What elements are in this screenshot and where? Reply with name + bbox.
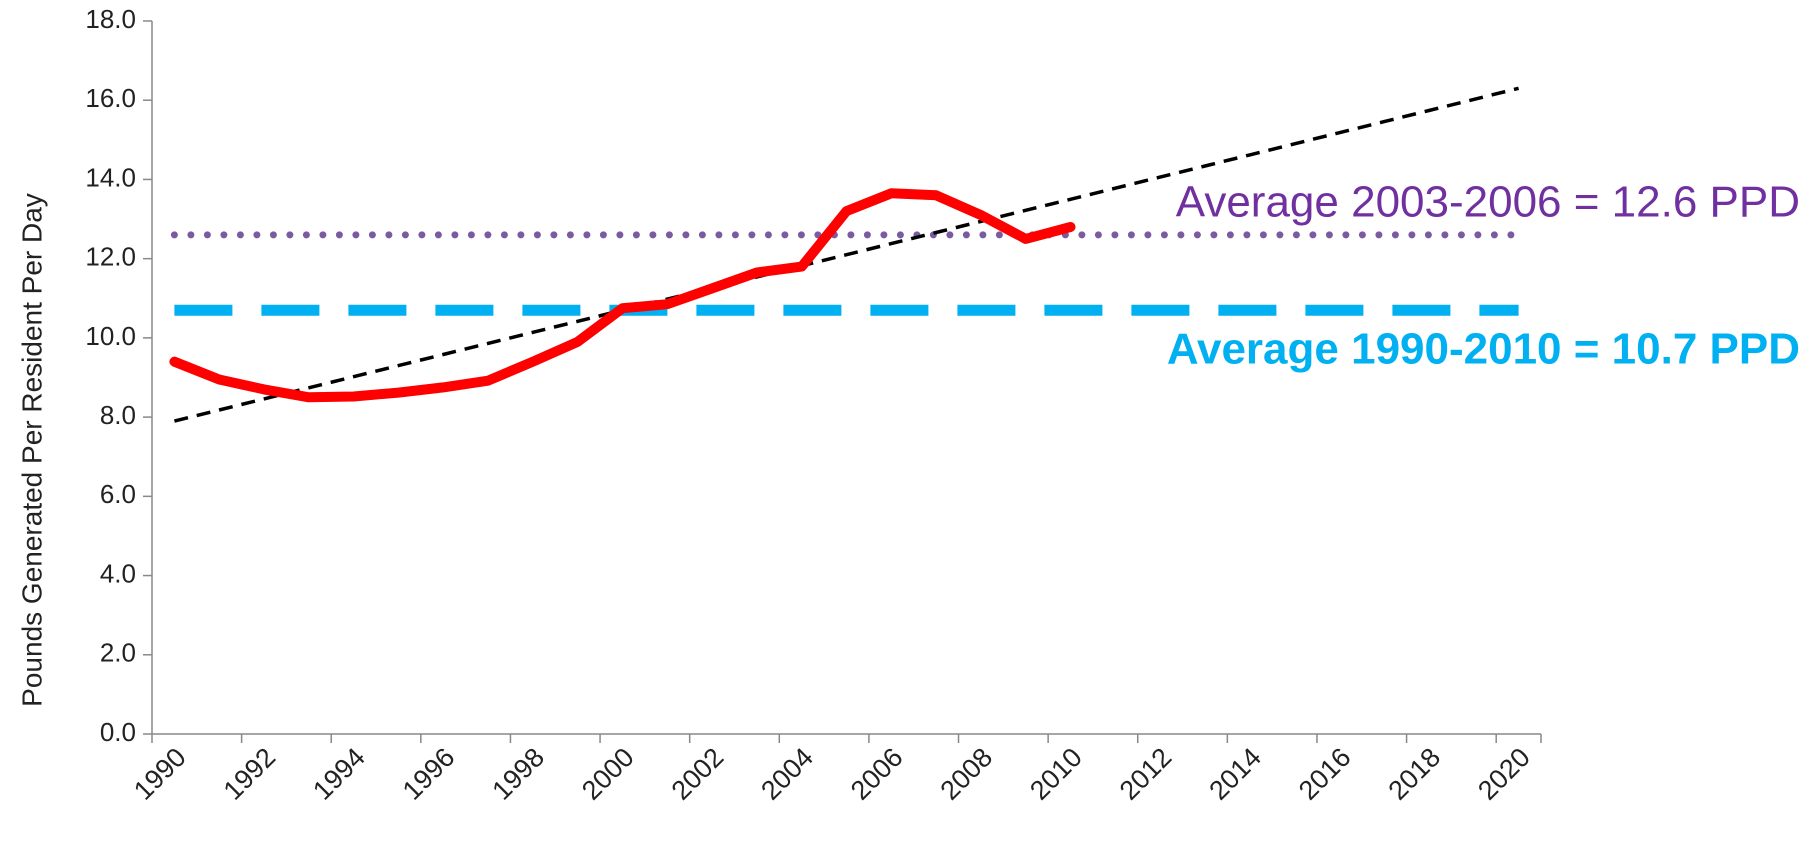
y-tick-label: 18.0 bbox=[85, 4, 136, 34]
x-tick-label: 2000 bbox=[576, 742, 640, 806]
series-line bbox=[173, 86, 1520, 423]
annotation: Average 2003-2006 = 12.6 PPD bbox=[1176, 178, 1800, 227]
x-tick-label: 2012 bbox=[1114, 742, 1178, 806]
x-tick-label: 2020 bbox=[1472, 742, 1536, 806]
x-tick-label: 2010 bbox=[1024, 742, 1088, 806]
y-axis-label: Pounds Generated Per Resident Per Day bbox=[16, 193, 47, 707]
y-tick-label: 8.0 bbox=[100, 400, 136, 430]
x-tick-label: 2002 bbox=[666, 742, 730, 806]
x-tick-label: 1994 bbox=[307, 742, 371, 806]
y-tick-label: 14.0 bbox=[85, 162, 136, 192]
series-line bbox=[169, 188, 1076, 403]
y-tick-label: 10.0 bbox=[85, 321, 136, 351]
y-tick-label: 6.0 bbox=[100, 479, 136, 509]
x-tick-label: 1998 bbox=[486, 742, 550, 806]
x-tick-label: 1992 bbox=[218, 742, 282, 806]
y-tick-label: 16.0 bbox=[85, 83, 136, 113]
x-tick-label: 1996 bbox=[397, 742, 461, 806]
y-tick-label: 2.0 bbox=[100, 638, 136, 668]
x-tick-label: 2008 bbox=[935, 742, 999, 806]
y-tick-label: 12.0 bbox=[85, 242, 136, 272]
x-tick-label: 2004 bbox=[755, 742, 819, 806]
x-tick-label: 2006 bbox=[845, 742, 909, 806]
y-tick-label: 4.0 bbox=[100, 558, 136, 588]
x-tick-label: 2018 bbox=[1383, 742, 1447, 806]
annotation: Average 1990-2010 = 10.7 PPD bbox=[1167, 325, 1800, 374]
x-tick-label: 1990 bbox=[128, 742, 192, 806]
y-tick-label: 0.0 bbox=[100, 717, 136, 747]
x-tick-label: 2014 bbox=[1203, 742, 1267, 806]
x-tick-label: 2016 bbox=[1293, 742, 1357, 806]
